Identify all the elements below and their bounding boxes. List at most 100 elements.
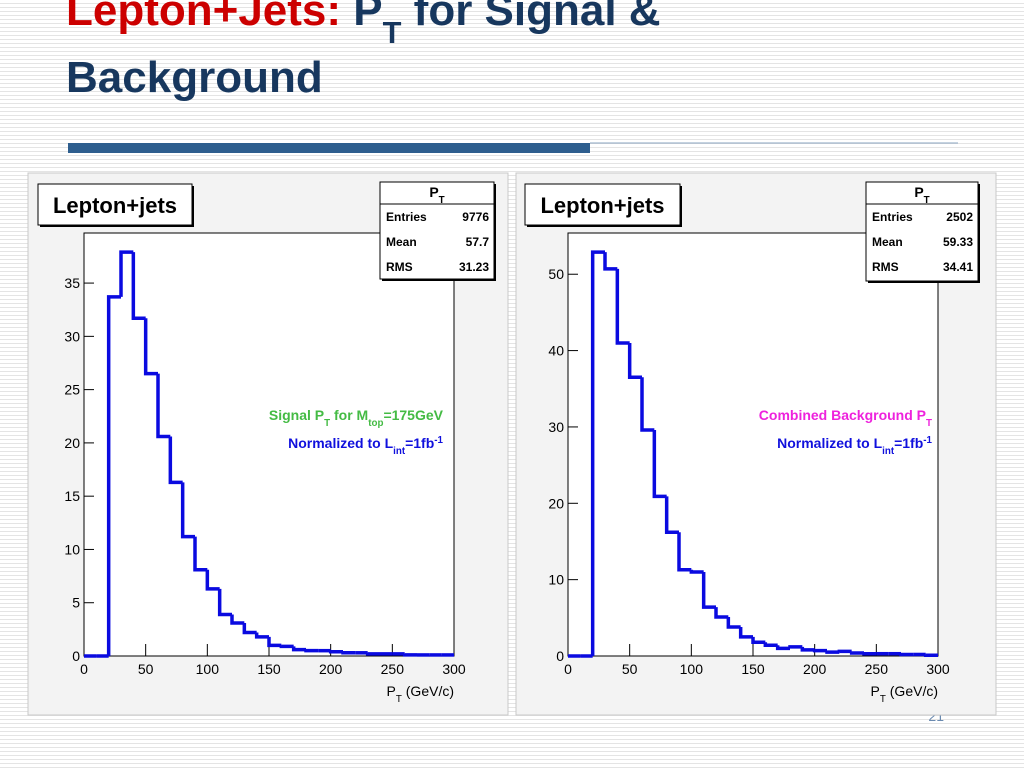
histogram-bin	[267, 636, 282, 648]
stats-box	[379, 181, 495, 280]
title-box	[37, 183, 193, 226]
text-segment: Normalized to L	[777, 435, 882, 451]
stats-label: Mean	[386, 235, 417, 249]
stats-label: Entries	[872, 210, 913, 224]
stats-value: 59.33	[943, 235, 973, 249]
x-tick-label: 100	[680, 661, 704, 677]
text-segment: P	[871, 683, 880, 699]
stats-value: 9776	[462, 210, 489, 224]
text-segment: T	[880, 694, 886, 705]
histogram-bin	[603, 252, 618, 271]
histogram-bin	[664, 496, 679, 535]
stats-label: RMS	[872, 260, 899, 274]
y-tick-label: 20	[548, 495, 564, 511]
histogram-bin	[738, 626, 753, 639]
histogram-bin	[726, 617, 741, 629]
text-segment: for M	[330, 407, 368, 423]
histogram-bin	[143, 318, 158, 376]
text-segment: Background	[66, 53, 323, 102]
histogram-bin	[751, 636, 766, 645]
x-tick-label: 150	[257, 661, 281, 677]
plot-frame	[567, 232, 939, 657]
histogram-bin	[402, 653, 417, 657]
text-segment: T	[439, 195, 445, 206]
text-segment: int	[393, 446, 406, 457]
histogram-bin	[714, 607, 729, 619]
histogram-bin	[279, 644, 294, 649]
histogram-bin	[328, 649, 343, 654]
stats-box	[865, 181, 979, 282]
annotation: Normalized to Lint=1fb-1	[288, 435, 443, 457]
y-tick-label: 50	[548, 266, 564, 282]
slide-title: Lepton+Jets: PT for Signal &	[66, 0, 661, 50]
histogram-bin	[763, 642, 778, 648]
y-tick-label: 10	[64, 541, 80, 557]
text-segment: P	[429, 184, 438, 200]
text-segment: =1fb	[405, 435, 434, 451]
histogram-bin	[365, 652, 380, 656]
text-segment: Normalized to L	[288, 435, 393, 451]
stats-value: 31.23	[459, 260, 489, 274]
annotation: Signal PT for Mtop=175GeV	[269, 407, 444, 429]
histogram-bin	[812, 648, 827, 653]
histogram-bin	[701, 572, 716, 609]
text-segment: T	[924, 195, 930, 206]
y-tick-label: 15	[64, 488, 80, 504]
y-tick-label: 10	[548, 572, 564, 588]
histogram-bin	[230, 614, 245, 625]
text-segment: T	[383, 15, 402, 50]
y-tick-label: 5	[72, 595, 80, 611]
stats-value: 2502	[946, 210, 973, 224]
y-tick-label: 0	[72, 648, 80, 664]
histogram-bin	[242, 622, 257, 635]
text-segment: Combined Background P	[759, 407, 926, 423]
histogram-bin	[652, 429, 667, 499]
histogram-bin	[304, 648, 319, 653]
histogram-bin	[837, 649, 852, 654]
x-tick-label: 300	[442, 661, 466, 677]
text-segment: top	[368, 418, 383, 429]
chart-title: Lepton+jets	[53, 193, 177, 218]
x-tick-label: 100	[196, 661, 220, 677]
histogram-bin	[800, 646, 815, 652]
stats-label: Entries	[386, 210, 427, 224]
y-tick-label: 30	[548, 419, 564, 435]
stats-title: PT	[429, 184, 444, 206]
y-tick-label: 40	[548, 343, 564, 359]
x-tick-label: 200	[803, 661, 827, 677]
title-box	[524, 183, 681, 226]
text-segment: T	[324, 418, 330, 429]
histogram-bin	[627, 342, 642, 380]
histogram-bin	[193, 536, 208, 572]
annotation: Normalized to Lint=1fb-1	[777, 435, 932, 457]
histogram-bin	[615, 268, 630, 345]
text-segment: -1	[923, 435, 932, 446]
text-segment: =1fb	[894, 435, 923, 451]
stats-value: 34.41	[943, 260, 973, 274]
plot-frame	[83, 232, 455, 657]
histogram-bin	[825, 650, 840, 654]
histogram-bin	[341, 651, 356, 655]
text-segment: (GeV/c)	[402, 683, 454, 699]
y-tick-label: 0	[556, 648, 564, 664]
y-tick-label: 30	[64, 328, 80, 344]
y-tick-label: 35	[64, 275, 80, 291]
histogram-bin	[899, 652, 914, 657]
text-segment: =175GeV	[383, 407, 443, 423]
histogram-bin	[205, 569, 220, 591]
x-tick-label: 250	[381, 661, 405, 677]
histogram-bin	[168, 436, 183, 485]
slide-title: Background	[66, 53, 323, 102]
text-segment: Lepton+Jets:	[66, 0, 341, 35]
histogram-bin	[106, 295, 121, 656]
y-tick-label: 25	[64, 382, 80, 398]
x-axis-label: PT (GeV/c)	[871, 683, 938, 705]
histogram-bin	[640, 377, 655, 432]
text-segment: T	[926, 418, 932, 429]
text-segment: Signal P	[269, 407, 324, 423]
histogram-bin	[254, 632, 269, 639]
histogram-bin	[689, 569, 704, 574]
x-tick-label: 0	[80, 661, 88, 677]
